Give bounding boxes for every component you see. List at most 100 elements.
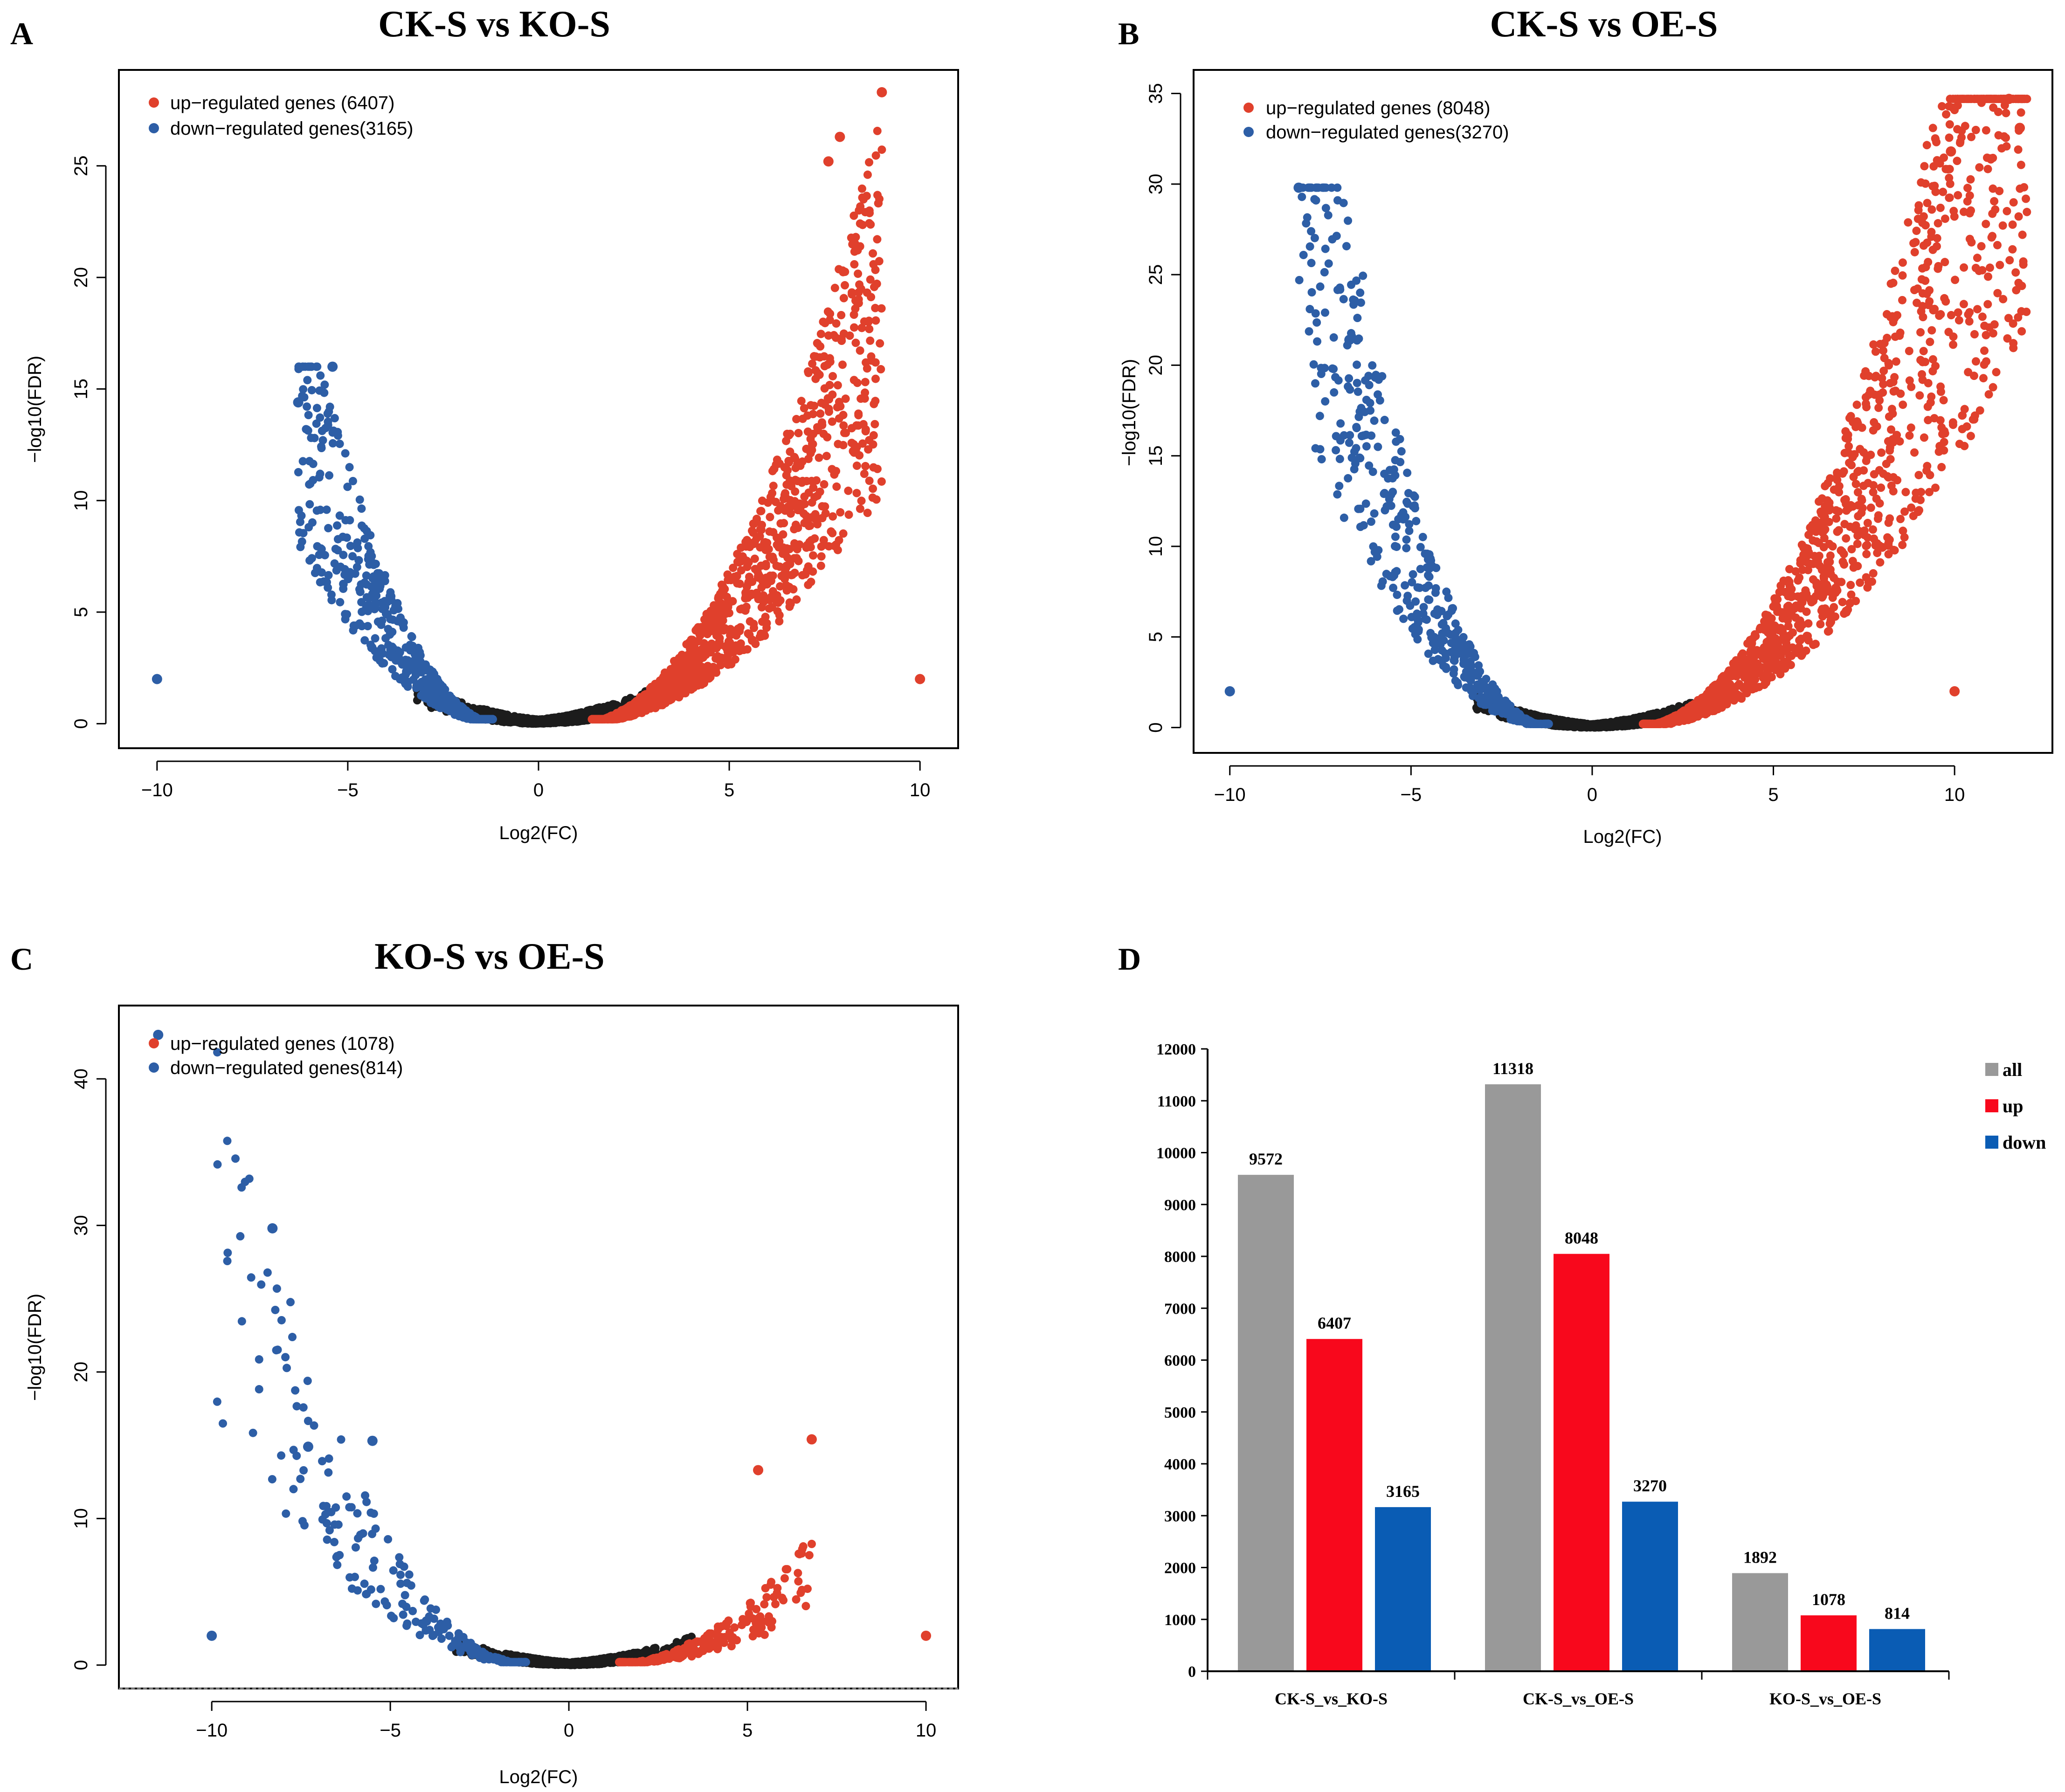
data-point-up <box>844 486 853 495</box>
data-point-up <box>2002 109 2010 117</box>
data-point-up <box>769 465 778 474</box>
data-point-down <box>1450 648 1459 657</box>
data-point-up <box>791 520 800 529</box>
data-point-up <box>836 402 845 411</box>
data-point-down <box>1346 385 1354 394</box>
data-point-down <box>1320 308 1329 317</box>
data-point-up <box>873 126 882 135</box>
data-point-up <box>815 453 823 462</box>
data-point-down <box>1333 490 1342 499</box>
data-point-down <box>434 677 443 686</box>
data-point-up <box>761 560 770 569</box>
data-point-up <box>866 336 875 345</box>
data-point-down <box>1359 521 1368 530</box>
data-point-down <box>380 571 389 579</box>
data-point-ns <box>587 706 596 715</box>
data-point-down <box>331 544 340 553</box>
data-point-up <box>756 507 765 516</box>
data-point-up <box>758 617 767 626</box>
data-point-down <box>360 636 369 645</box>
data-point-down <box>307 434 316 442</box>
data-point-up <box>868 493 877 502</box>
data-point-down <box>1382 570 1391 579</box>
data-point-up <box>670 675 679 684</box>
data-point-up <box>849 323 858 332</box>
data-point-up <box>643 700 652 709</box>
data-point-down <box>307 386 316 394</box>
panel-label-a: A <box>10 16 33 51</box>
data-point-down <box>1476 667 1485 676</box>
data-point-down <box>335 511 344 520</box>
data-point-ns <box>580 714 588 723</box>
data-point-ns <box>1584 721 1593 730</box>
data-point-up <box>664 669 673 678</box>
data-point-down <box>317 544 325 553</box>
data-point-up <box>785 583 794 592</box>
data-point-up <box>726 631 735 640</box>
data-point-down <box>305 500 314 509</box>
data-point-down <box>296 517 304 526</box>
data-point-down <box>1367 517 1375 526</box>
data-point-down <box>315 386 324 395</box>
data-point-down <box>1340 431 1348 440</box>
data-point-down <box>1414 627 1423 636</box>
data-point-up <box>839 529 848 538</box>
data-point-down <box>459 713 468 722</box>
data-point-down <box>452 708 461 717</box>
data-point-outlier <box>293 397 304 408</box>
data-point-down <box>1354 504 1363 513</box>
data-point-up <box>828 417 836 426</box>
data-point-up <box>857 324 866 332</box>
y-tick-label: 10 <box>71 490 91 511</box>
data-point-up <box>755 532 764 541</box>
data-point-up <box>656 696 665 704</box>
data-point-down <box>1321 244 1330 253</box>
data-point-up <box>750 554 759 563</box>
data-point-up <box>853 379 862 387</box>
data-point-down <box>1365 461 1374 470</box>
data-point-down <box>312 362 321 371</box>
data-point-down <box>330 559 339 568</box>
data-point-down <box>1315 412 1324 420</box>
data-point-up <box>2008 220 2017 229</box>
data-point-up <box>863 288 871 297</box>
data-point-down <box>1529 719 1538 728</box>
data-point-down <box>1391 456 1400 465</box>
data-point-up <box>815 487 824 496</box>
data-point-up <box>808 513 816 522</box>
data-point-down <box>1347 280 1356 289</box>
data-point-up <box>861 378 870 386</box>
data-point-up <box>754 573 763 582</box>
data-points <box>1224 94 2031 732</box>
data-point-down <box>339 580 348 589</box>
data-point-up <box>809 352 818 361</box>
data-point-down <box>1464 663 1473 672</box>
data-point-down <box>370 605 379 613</box>
data-point-up <box>855 280 864 289</box>
data-point-down <box>1299 250 1308 259</box>
data-point-up <box>765 604 774 613</box>
data-point-up <box>2008 245 2017 254</box>
data-point-down <box>303 376 312 385</box>
data-point-down <box>1402 535 1411 544</box>
data-point-up <box>819 536 828 544</box>
data-point-up <box>732 572 741 580</box>
data-point-down <box>364 542 373 551</box>
data-point-down <box>1410 504 1419 513</box>
data-point-up <box>820 384 829 393</box>
data-point-up <box>851 296 860 305</box>
data-point-down <box>411 668 420 676</box>
data-point-down <box>333 521 342 530</box>
data-point-down <box>1374 375 1383 384</box>
data-point-up <box>1866 503 1875 512</box>
data-point-outlier <box>835 131 845 142</box>
data-point-up <box>1852 400 1861 409</box>
data-point-up <box>804 368 813 377</box>
data-point-down <box>1321 183 1330 192</box>
data-point-up <box>763 576 772 585</box>
data-point-down <box>352 563 361 572</box>
data-points <box>152 87 925 728</box>
data-point-down <box>1305 305 1314 314</box>
data-point-down <box>308 518 317 527</box>
data-point-up <box>723 570 732 579</box>
